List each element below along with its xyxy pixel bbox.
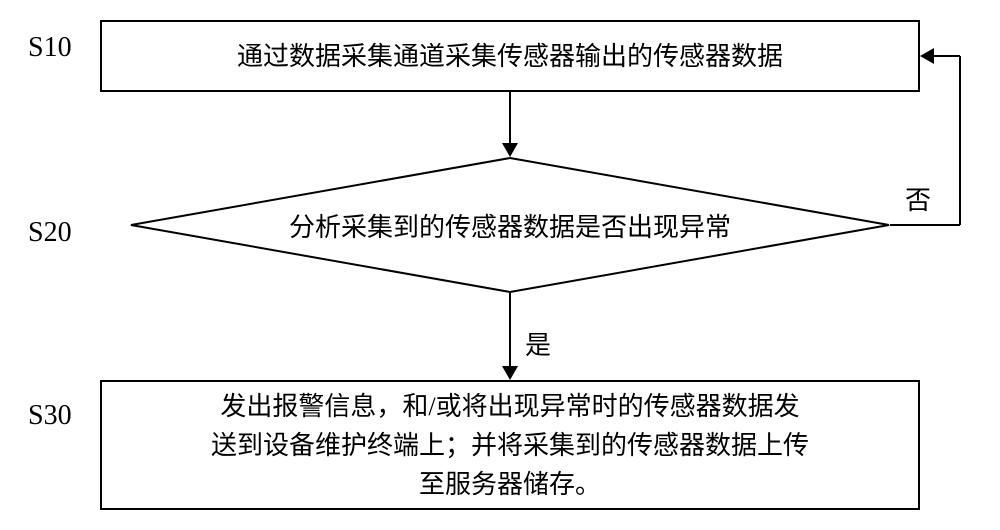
step-label-s20: S20 xyxy=(28,217,72,249)
process-box-s10: 通过数据采集通道采集传感器输出的传感器数据 xyxy=(100,20,920,92)
step-label-s30: S30 xyxy=(28,400,72,432)
process-text-s30-line3: 至服务器储存。 xyxy=(211,465,809,504)
process-text-s30: 发出报警信息，和/或将出现异常时的传感器数据发 送到设备维护终端上；并将采集到的… xyxy=(211,387,809,504)
decision-diamond-s20: 分析采集到的传感器数据是否出现异常 xyxy=(130,157,890,293)
process-text-s10: 通过数据采集通道采集传感器输出的传感器数据 xyxy=(237,37,783,76)
decision-text-s20: 分析采集到的传感器数据是否出现异常 xyxy=(289,207,731,244)
edge-label-no: 否 xyxy=(905,180,931,217)
edge-label-yes: 是 xyxy=(525,325,551,362)
process-box-s30: 发出报警信息，和/或将出现异常时的传感器数据发 送到设备维护终端上；并将采集到的… xyxy=(100,380,920,510)
process-text-s30-line2: 送到设备维护终端上；并将采集到的传感器数据上传 xyxy=(211,426,809,465)
process-text-s30-line1: 发出报警信息，和/或将出现异常时的传感器数据发 xyxy=(211,387,809,426)
step-label-s10: S10 xyxy=(28,32,72,64)
